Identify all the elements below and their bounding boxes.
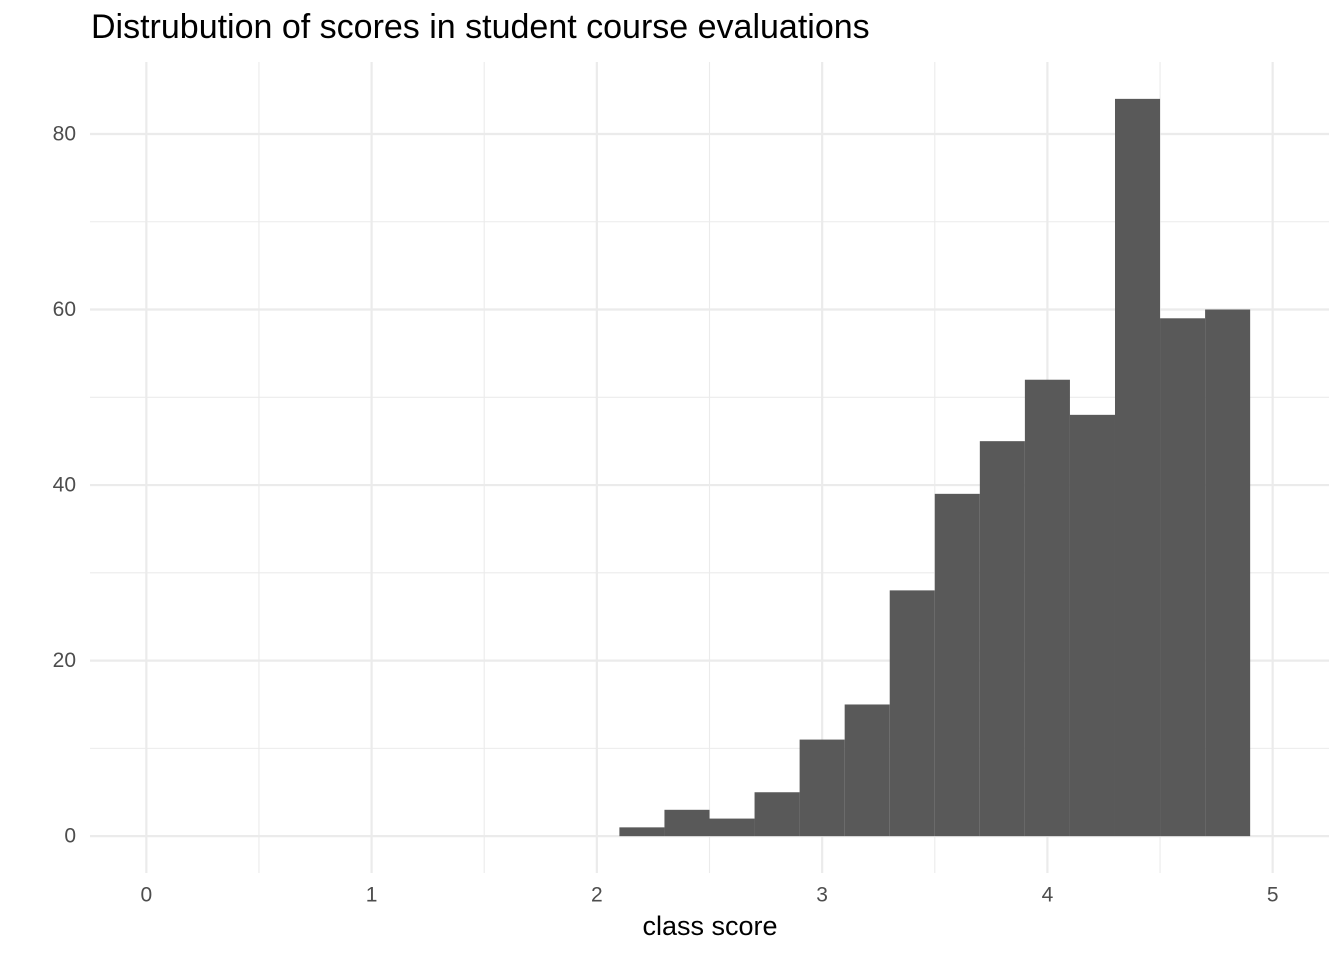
histogram-bar <box>754 792 800 837</box>
histogram-bar <box>619 827 665 837</box>
y-axis-tick-labels: 0 20 40 60 80 <box>53 122 76 847</box>
histogram-bar <box>889 590 935 837</box>
x-tick-label: 2 <box>591 884 603 907</box>
histogram-bar <box>799 739 845 837</box>
histogram-bar <box>979 441 1025 837</box>
x-axis-tick-labels: 0 1 2 3 4 5 <box>140 884 1278 907</box>
chart-title: Distrubution of scores in student course… <box>91 8 870 46</box>
y-tick-label: 80 <box>53 122 76 145</box>
histogram-bar <box>1205 309 1251 837</box>
histogram-bar <box>664 809 710 837</box>
histogram-bars <box>619 98 1251 837</box>
y-tick-label: 40 <box>53 474 76 497</box>
histogram-bar <box>1160 318 1206 837</box>
histogram-bar <box>1069 414 1115 837</box>
histogram-bar <box>1024 379 1070 837</box>
y-tick-label: 60 <box>53 298 76 321</box>
x-tick-label: 0 <box>140 884 152 907</box>
x-axis-label: class score <box>642 911 778 941</box>
histogram-bar <box>709 818 755 837</box>
histogram-bar <box>934 493 980 837</box>
x-tick-label: 4 <box>1042 884 1054 907</box>
x-tick-label: 5 <box>1267 884 1279 907</box>
histogram-bar <box>844 704 890 837</box>
y-tick-label: 0 <box>64 825 76 848</box>
histogram-bar <box>1114 98 1161 837</box>
x-tick-label: 1 <box>366 884 378 907</box>
x-tick-label: 3 <box>816 884 828 907</box>
y-tick-label: 20 <box>53 649 76 672</box>
